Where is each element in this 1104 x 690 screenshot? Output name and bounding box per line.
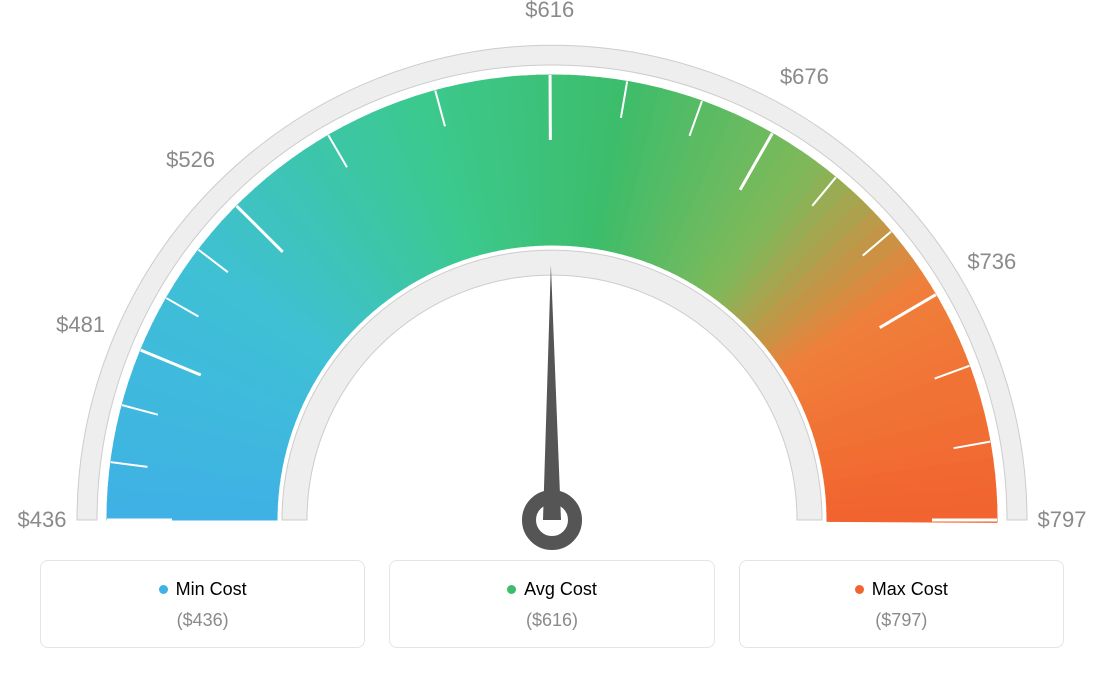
dot-icon: [507, 585, 516, 594]
legend-value-max: ($797): [750, 610, 1053, 631]
gauge-svg: [0, 0, 1104, 560]
gauge-tick-label: $676: [780, 64, 829, 90]
gauge-tick-label: $736: [967, 249, 1016, 275]
legend-label-max: Max Cost: [855, 579, 948, 600]
gauge-tick-label: $616: [525, 0, 574, 23]
gauge-tick-label: $526: [166, 147, 215, 173]
legend-label-text: Min Cost: [176, 579, 247, 600]
gauge-tick-label: $797: [1038, 507, 1087, 533]
legend-row: Min Cost ($436) Avg Cost ($616) Max Cost…: [0, 560, 1104, 648]
legend-label-text: Max Cost: [872, 579, 948, 600]
legend-label-min: Min Cost: [159, 579, 247, 600]
cost-gauge-chart: $436 $481 $526 $616 $676 $736 $797: [0, 0, 1104, 560]
legend-value-min: ($436): [51, 610, 354, 631]
legend-card-avg: Avg Cost ($616): [389, 560, 714, 648]
legend-card-max: Max Cost ($797): [739, 560, 1064, 648]
dot-icon: [855, 585, 864, 594]
gauge-tick-label: $481: [56, 312, 105, 338]
gauge-tick-label: $436: [18, 507, 67, 533]
dot-icon: [159, 585, 168, 594]
legend-value-avg: ($616): [400, 610, 703, 631]
legend-label-avg: Avg Cost: [507, 579, 597, 600]
legend-card-min: Min Cost ($436): [40, 560, 365, 648]
legend-label-text: Avg Cost: [524, 579, 597, 600]
